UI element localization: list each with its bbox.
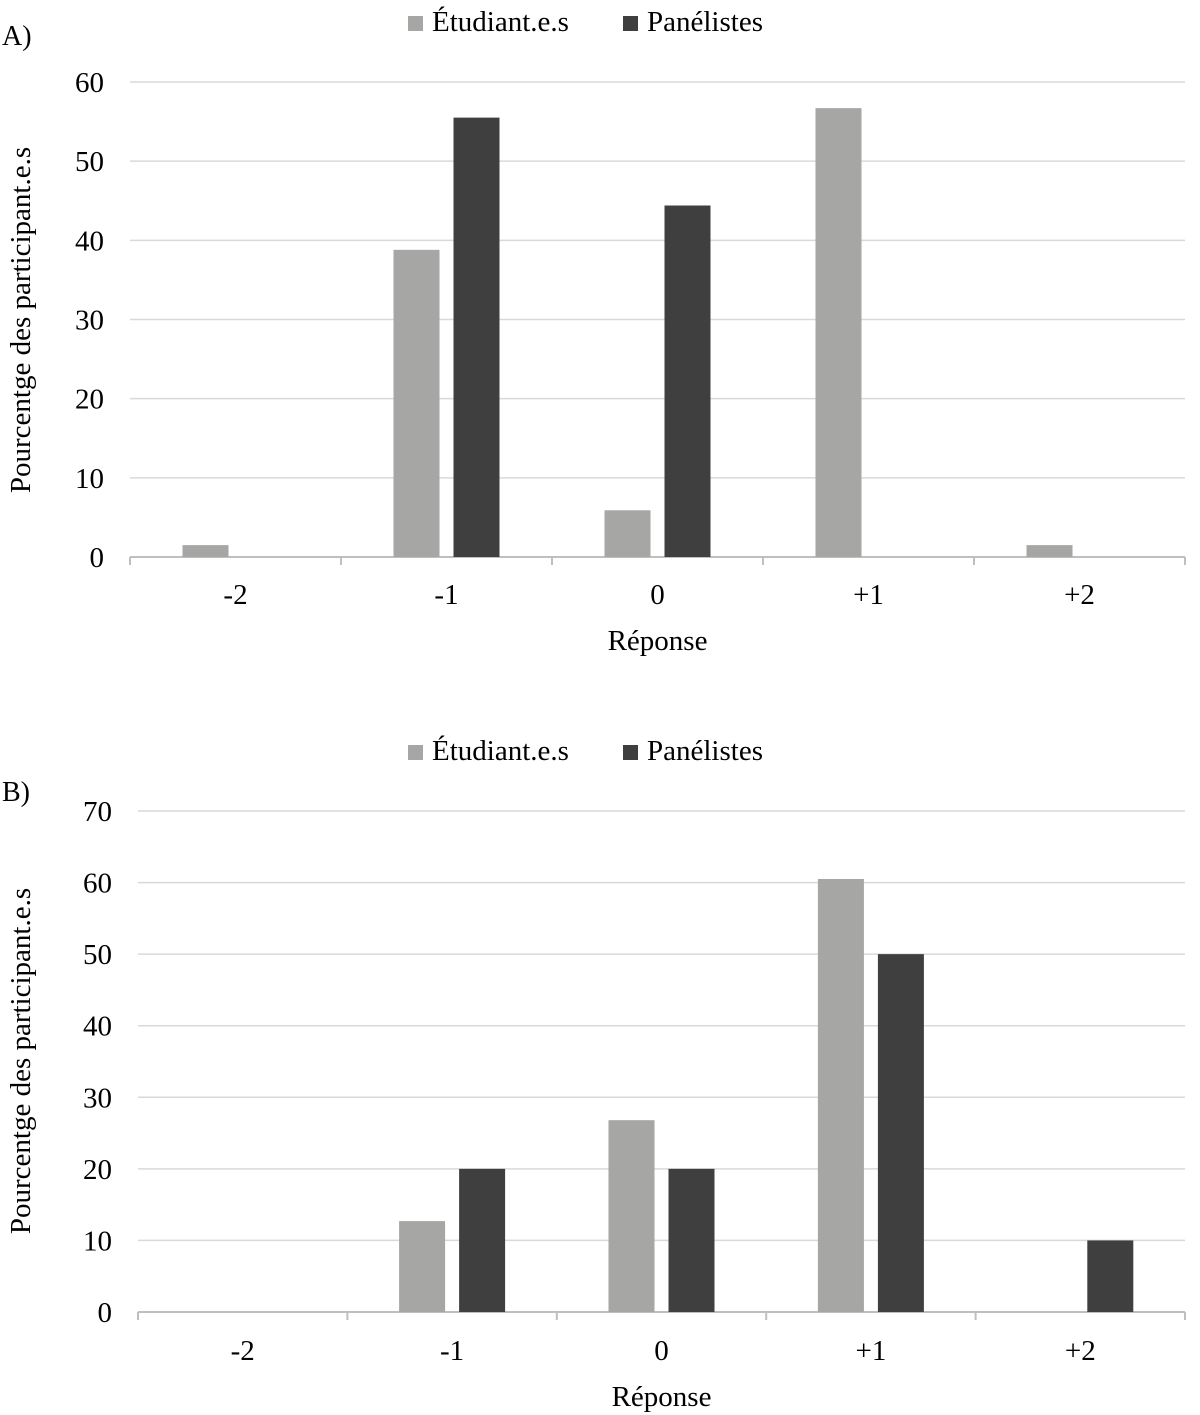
legend-label: Panélistes (647, 6, 763, 38)
bar-etudiants (817, 878, 864, 1312)
x-tick-label: +2 (1064, 579, 1095, 611)
chart-b: Étudiant.e.s Panélistes B) 0 10 20 30 40 50 60 70 -… (2, 734, 1186, 1413)
x-tick-label: -2 (223, 579, 247, 611)
y-tick-label: 60 (83, 868, 112, 900)
bar-etudiants (399, 1221, 446, 1312)
legend-swatch (408, 745, 423, 760)
legend-swatch (623, 16, 638, 31)
y-tick-label: 10 (83, 1225, 112, 1257)
y-tick-label: 30 (83, 1082, 112, 1114)
legend-label: Étudiant.e.s (432, 5, 569, 38)
x-tick-label: 0 (650, 579, 665, 611)
bar-etudiants (604, 510, 651, 557)
bar-etudiants (608, 1120, 655, 1312)
y-tick-label: 50 (83, 939, 112, 971)
y-tick-label: 20 (75, 384, 104, 416)
legend-label: Étudiant.e.s (432, 734, 569, 767)
bar-etudiants (182, 545, 229, 557)
y-axis-label: Pourcentge des participant.e.s (5, 147, 37, 493)
bar-etudiants (1026, 545, 1073, 557)
legend-swatch (623, 745, 638, 760)
panel-label: A) (2, 21, 32, 52)
bar-panelistes (668, 1168, 715, 1312)
y-tick-label: 20 (83, 1154, 112, 1186)
y-tick-label: 40 (83, 1011, 112, 1043)
legend-swatch (408, 16, 423, 31)
x-tick-label: 0 (654, 1335, 669, 1367)
x-tick-label: -1 (434, 579, 458, 611)
bar-etudiants (815, 108, 862, 557)
y-tick-label: 40 (75, 225, 104, 257)
y-tick-label: 0 (98, 1297, 113, 1329)
y-tick-label: 10 (75, 463, 104, 495)
legend: Étudiant.e.s Panélistes (408, 5, 763, 38)
x-tick-label: -1 (440, 1335, 464, 1367)
legend-label: Panélistes (647, 735, 763, 767)
y-axis-label: Pourcentge des participant.e.s (5, 888, 37, 1234)
y-tick-label: 30 (75, 305, 104, 337)
bar-panelistes (664, 205, 711, 557)
bar-panelistes (459, 1168, 506, 1312)
x-axis-label: Réponse (612, 1381, 712, 1413)
bar-etudiants (393, 249, 440, 558)
y-tick-label: 50 (75, 146, 104, 178)
bar-panelistes (453, 117, 500, 557)
x-axis-label: Réponse (608, 625, 708, 657)
chart-a: Étudiant.e.s Panélistes A) 0 10 20 30 40 50 60 -2 -… (2, 5, 1186, 657)
x-tick-label: +2 (1065, 1335, 1096, 1367)
x-tick-label: +1 (853, 579, 884, 611)
y-tick-label: 60 (75, 67, 104, 99)
y-tick-label: 70 (83, 796, 112, 828)
panel-label: B) (2, 777, 30, 808)
legend: Étudiant.e.s Panélistes (408, 734, 763, 767)
bar-panelistes (877, 954, 924, 1312)
x-tick-label: -2 (231, 1335, 255, 1367)
bar-panelistes (1087, 1240, 1134, 1312)
x-tick-label: +1 (855, 1335, 886, 1367)
y-tick-label: 0 (90, 542, 105, 574)
